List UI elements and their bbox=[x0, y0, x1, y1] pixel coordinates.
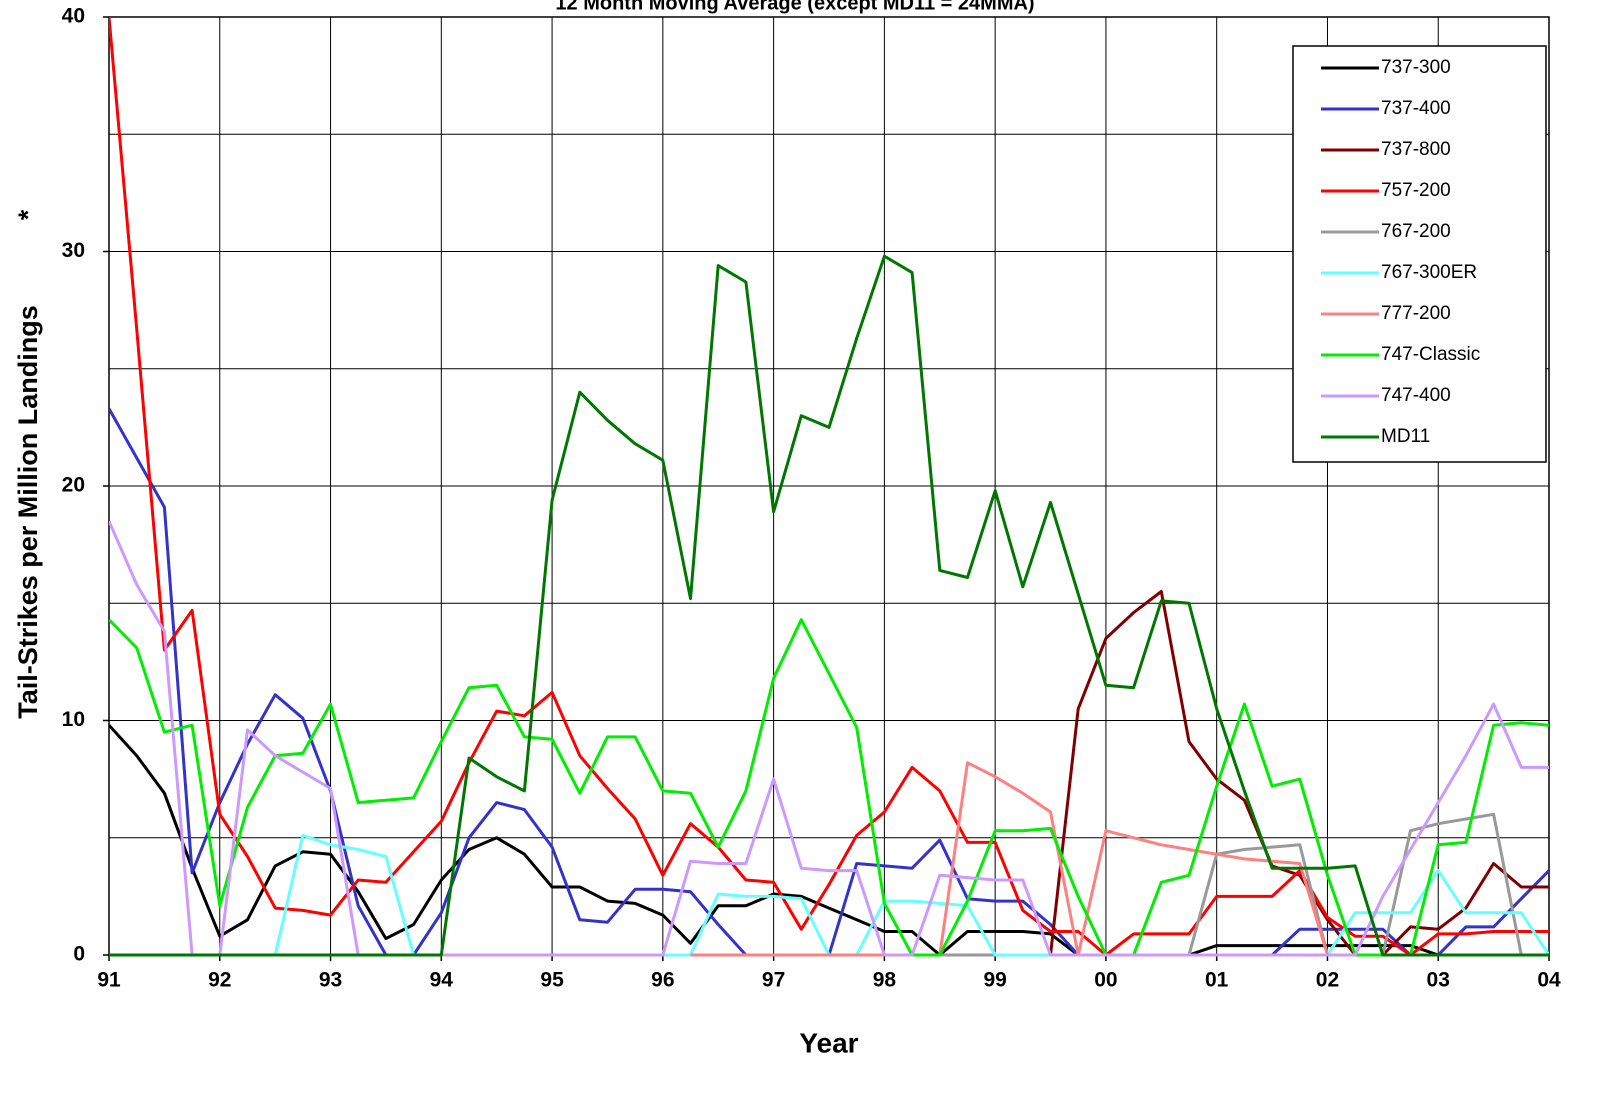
x-tick-label: 04 bbox=[1537, 969, 1561, 992]
legend-label: 767-200 bbox=[1381, 221, 1451, 242]
x-tick-label: 92 bbox=[208, 969, 231, 992]
series-line bbox=[1049, 590, 1549, 957]
legend-label: 737-300 bbox=[1381, 57, 1451, 78]
x-tick-label: 94 bbox=[430, 969, 454, 992]
x-tick-label: 93 bbox=[319, 969, 342, 992]
chart-title: 12 Month Moving Average (except MD11 = 2… bbox=[555, 0, 1034, 14]
x-tick-label: 98 bbox=[873, 969, 897, 992]
x-tick-label: 96 bbox=[651, 969, 674, 992]
y-tick-label: 40 bbox=[62, 5, 85, 28]
series-line bbox=[109, 724, 1549, 957]
x-tick-label: 91 bbox=[97, 969, 121, 992]
x-tick-label: 99 bbox=[983, 969, 1006, 992]
legend-box bbox=[1292, 45, 1547, 463]
y-tick-label: 0 bbox=[73, 943, 85, 966]
legend-label: 747-400 bbox=[1381, 385, 1451, 406]
x-tick-label: 00 bbox=[1094, 969, 1117, 992]
y-tick-label: 30 bbox=[62, 239, 85, 262]
x-tick-label: 02 bbox=[1316, 969, 1339, 992]
y-axis-note: * bbox=[13, 209, 43, 220]
x-tick-label: 01 bbox=[1205, 969, 1229, 992]
legend-label: MD11 bbox=[1381, 426, 1430, 447]
x-axis-label: Year bbox=[799, 1027, 858, 1058]
legend-label: 757-200 bbox=[1381, 180, 1451, 201]
x-tick-label: 03 bbox=[1427, 969, 1450, 992]
series-line bbox=[109, 254, 1549, 957]
series-group bbox=[109, 16, 1549, 957]
x-tick-label: 97 bbox=[762, 969, 785, 992]
legend-label: 737-400 bbox=[1381, 98, 1451, 119]
y-axis-label: Tail-Strikes per Million Landings bbox=[13, 305, 43, 719]
series-line bbox=[109, 618, 1549, 957]
series-line bbox=[109, 520, 1549, 957]
legend-label: 747-Classic bbox=[1381, 344, 1480, 365]
x-tick-label: 95 bbox=[540, 969, 564, 992]
legend-label: 767-300ER bbox=[1381, 262, 1477, 283]
y-tick-label: 10 bbox=[62, 708, 85, 731]
legend-label: 737-800 bbox=[1381, 139, 1451, 160]
legend-label: 777-200 bbox=[1381, 303, 1451, 324]
y-tick-label: 20 bbox=[62, 474, 85, 497]
